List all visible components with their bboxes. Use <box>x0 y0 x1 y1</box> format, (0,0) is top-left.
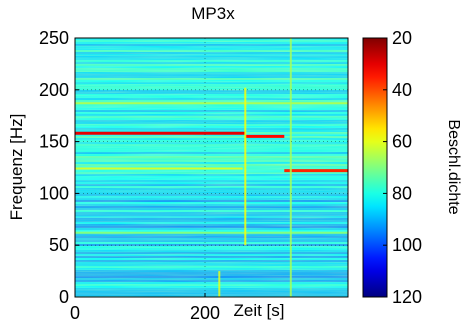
colorbar-label: Beschl.dichte <box>445 119 462 214</box>
y-tick-label: 100 <box>39 183 69 203</box>
colorbar-tick-label: 80 <box>392 183 412 203</box>
colorbar-tick-label: 100 <box>392 235 422 255</box>
y-tick-label: 150 <box>39 132 69 152</box>
x-axis-label: Zeit [s] <box>233 301 284 320</box>
y-tick-label: 50 <box>49 235 69 255</box>
x-axis-ticks: 0 200 <box>70 293 220 323</box>
x-tick-label: 200 <box>190 303 220 323</box>
spectrogram-noise <box>75 38 348 297</box>
colorbar-tick-label: 120 <box>392 287 422 307</box>
colorbar-tick-label: 20 <box>392 28 412 48</box>
y-tick-label: 200 <box>39 80 69 100</box>
colorbar-tick-label: 60 <box>392 132 412 152</box>
colorbar-tick-label: 40 <box>392 80 412 100</box>
plot-frame <box>74 37 349 298</box>
colorbar-ticks: 20 40 60 80 100 120 <box>383 28 422 307</box>
chart-title: MP3x <box>191 4 235 23</box>
colorbar <box>362 37 388 298</box>
spectrogram-features <box>75 38 348 297</box>
y-tick-label: 250 <box>39 28 69 48</box>
x-tick-label: 0 <box>70 303 80 323</box>
y-axis-ticks: 0 50 100 150 200 250 <box>39 28 79 307</box>
spectrogram-plot-area <box>75 38 348 297</box>
y-tick-label: 0 <box>59 287 69 307</box>
grid-lines <box>75 38 348 297</box>
y-axis-label: Frequenz [Hz] <box>7 114 26 221</box>
